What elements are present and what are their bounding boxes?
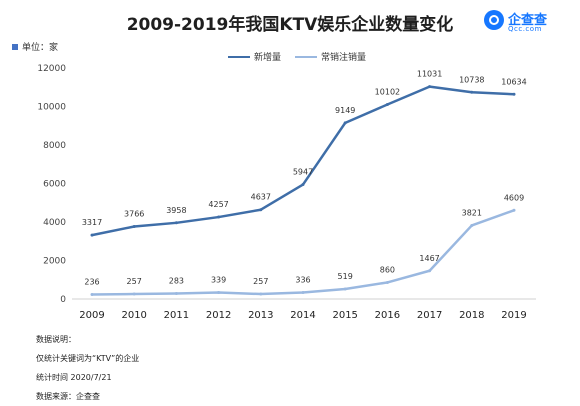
data-label-new: 10738 [459, 75, 484, 84]
data-label-cancel: 519 [338, 272, 353, 281]
data-label-cancel: 336 [295, 276, 310, 285]
x-tick-label: 2009 [79, 310, 104, 321]
x-tick-label: 2015 [332, 310, 357, 321]
data-point-new [512, 92, 516, 96]
data-point-new [301, 183, 305, 187]
data-point-cancel [512, 208, 516, 212]
y-tick-label: 8000 [43, 141, 66, 151]
data-label-cancel: 236 [84, 277, 99, 286]
data-point-cancel [428, 269, 432, 273]
x-tick-label: 2014 [290, 310, 315, 321]
y-tick-label: 6000 [43, 180, 66, 190]
brand-logo-block: 企查查 Qcc.com [484, 8, 576, 38]
notes-line-scope: 仅统计关键词为“KTV”的企业 [36, 354, 140, 363]
data-label-new: 9149 [335, 106, 355, 115]
data-label-new: 5947 [293, 168, 313, 177]
data-point-new [217, 215, 221, 219]
brand-subtitle: Qcc.com [508, 25, 542, 33]
x-tick-label: 2019 [501, 310, 526, 321]
x-tick-label: 2010 [121, 310, 146, 321]
chart-legend: 新增量 常销注销量 [228, 50, 366, 63]
series-line-new [91, 85, 515, 237]
unit-text: 单位：家 [22, 43, 59, 53]
data-label-cancel: 4609 [504, 193, 524, 202]
data-label-cancel: 257 [253, 277, 268, 286]
data-label-new: 4257 [208, 200, 228, 209]
legend-label-new: 新增量 [254, 53, 282, 63]
data-label-new: 10102 [375, 88, 400, 97]
y-tick-label: 4000 [43, 218, 66, 228]
data-point-cancel [343, 287, 347, 291]
brand-name: 企查查 [508, 13, 548, 28]
notes-line-source: 数据来源：企查查 [36, 392, 100, 401]
data-label-cancel: 1467 [419, 254, 439, 263]
data-label-cancel: 283 [169, 277, 184, 286]
data-label-cancel: 3821 [462, 208, 482, 217]
data-point-cancel [385, 280, 389, 284]
notes-heading: 数据说明： [36, 335, 76, 344]
qcc-logo-icon [484, 10, 504, 30]
data-point-new [90, 233, 94, 237]
data-label-cancel: 339 [211, 275, 226, 284]
data-point-new [343, 121, 347, 125]
data-point-cancel [90, 292, 94, 296]
legend-label-cancel: 常销注销量 [321, 53, 367, 63]
x-tick-label: 2016 [375, 310, 400, 321]
x-tick-label: 2018 [459, 310, 484, 321]
data-point-new [132, 225, 136, 229]
y-tick-label: 10000 [37, 103, 66, 113]
data-label-new: 3958 [166, 206, 186, 215]
notes-line-date: 统计时间 2020/7/21 [36, 373, 112, 382]
x-tick-label: 2017 [417, 310, 442, 321]
unit-marker-icon [12, 43, 18, 50]
y-tick-label: 0 [60, 295, 66, 305]
legend-swatch-cancel [295, 55, 318, 58]
data-label-cancel: 257 [127, 277, 142, 286]
data-label-new: 3317 [82, 218, 102, 227]
data-point-cancel [132, 292, 136, 296]
x-tick-label: 2012 [206, 310, 231, 321]
legend-item-new: 新增量 [228, 50, 281, 63]
data-label-new: 4637 [251, 193, 271, 202]
data-point-new [259, 208, 263, 212]
data-point-cancel [259, 292, 263, 296]
data-point-new [385, 103, 389, 107]
y-tick-label: 2000 [43, 257, 66, 267]
data-point-cancel [470, 223, 474, 227]
legend-swatch-new [228, 55, 250, 58]
chart-title: 2009-2019年我国KTV娱乐企业数量变化 [126, 15, 454, 35]
data-notes: 数据说明： 仅统计关键词为“KTV”的企业 统计时间 2020/7/21 数据来… [36, 330, 139, 406]
unit-label: 单位：家 [12, 40, 58, 53]
data-point-cancel [217, 290, 221, 294]
data-label-new: 10634 [501, 77, 526, 86]
x-tick-label: 2013 [248, 310, 273, 321]
data-point-new [174, 221, 178, 225]
data-point-new [470, 90, 474, 94]
data-label-cancel: 860 [380, 265, 395, 274]
data-label-new: 3766 [124, 210, 144, 219]
data-point-cancel [301, 291, 305, 295]
x-tick-label: 2011 [164, 310, 189, 321]
data-label-new: 11031 [417, 70, 442, 79]
data-point-cancel [174, 292, 178, 296]
legend-item-cancel: 常销注销量 [295, 50, 366, 63]
y-tick-label: 12000 [37, 64, 66, 74]
data-point-new [428, 85, 432, 89]
